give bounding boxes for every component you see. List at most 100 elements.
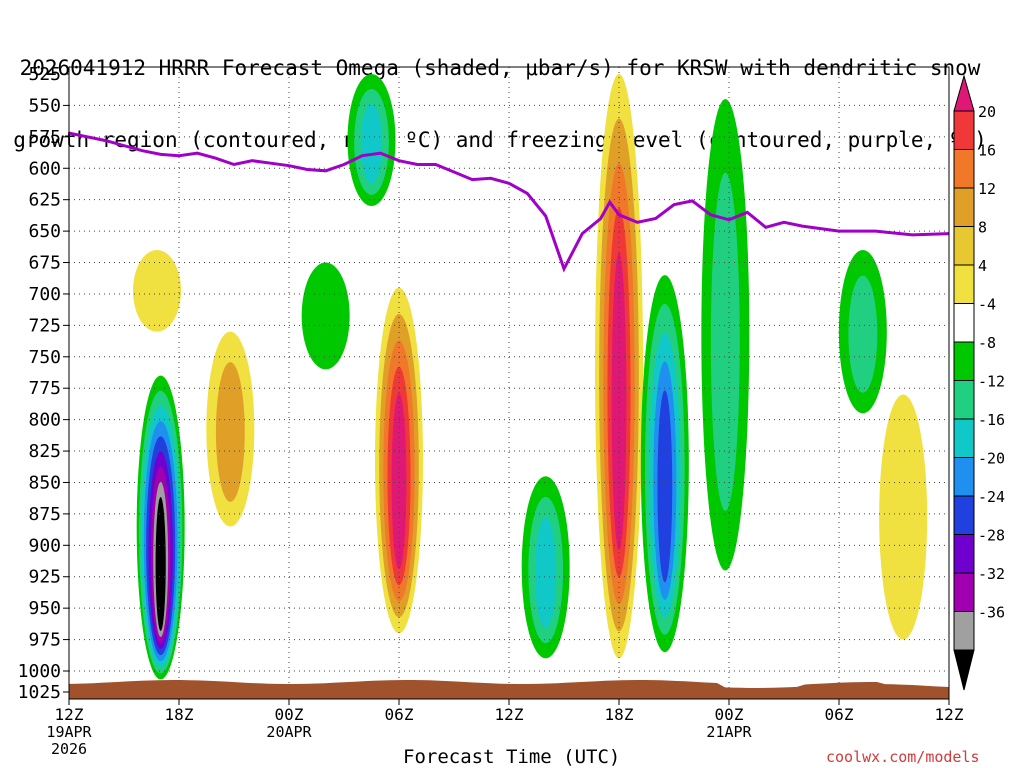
x-tick-label: 12Z	[495, 705, 524, 724]
omega-contour-level	[611, 252, 627, 551]
omega-feature	[701, 99, 750, 571]
x-tick-date: 21APR	[706, 723, 752, 741]
omega-contour-level	[133, 249, 181, 332]
omega-contour-level	[657, 390, 673, 583]
omega-feature	[206, 331, 255, 527]
omega-feature	[595, 74, 643, 659]
colorbar-label: -16	[978, 411, 1005, 429]
chart-title: 2026041912 HRRR Forecast Omega (shaded, …	[0, 8, 1000, 176]
x-tick-year: 2026	[51, 740, 87, 758]
y-tick-label: 675	[28, 253, 61, 274]
colorbar-box	[953, 380, 975, 420]
terrain	[69, 680, 949, 699]
y-tick-label: 525	[28, 64, 61, 85]
x-tick-label: 18Z	[605, 705, 634, 724]
terrain-fill	[69, 680, 949, 699]
colorbar-label: -32	[978, 565, 1005, 583]
x-tick-label: 00Z	[275, 705, 304, 724]
y-tick-label: 600	[28, 158, 61, 179]
colorbar-box	[953, 418, 975, 458]
y-tick-label: 550	[28, 95, 61, 116]
x-tick-label: 12Z	[935, 705, 964, 724]
omega-contour-level	[301, 262, 350, 370]
omega-feature	[375, 287, 423, 634]
x-tick-date: 19APR	[46, 723, 92, 741]
colorbar-label: 16	[978, 142, 996, 160]
x-tick-label: 06Z	[385, 705, 414, 724]
colorbar-label: 12	[978, 180, 996, 198]
colorbar-box	[953, 611, 975, 651]
y-tick-label: 725	[28, 315, 61, 336]
omega-contour-level	[391, 393, 407, 570]
colorbar-label: -24	[978, 488, 1005, 506]
omega-feature	[879, 394, 928, 640]
omega-contour-level	[710, 172, 740, 511]
omega-feature	[136, 375, 185, 680]
y-tick-label: 775	[28, 378, 61, 399]
omega-contour-level	[155, 497, 166, 631]
colorbar-box	[953, 264, 975, 304]
credit-text: coolwx.com/models	[826, 748, 980, 766]
y-tick-label: 750	[28, 347, 61, 368]
omega-feature	[521, 476, 570, 659]
y-tick-label: 575	[28, 127, 61, 148]
chart-title-line1: 2026041912 HRRR Forecast Omega (shaded, …	[19, 56, 981, 80]
y-tick-label: 625	[28, 190, 61, 211]
x-tick-label: 00Z	[715, 705, 744, 724]
grid-lines	[69, 67, 949, 699]
colorbar-box	[953, 149, 975, 189]
colorbar-label: -4	[978, 296, 996, 314]
x-axis-label: Forecast Time (UTC)	[403, 746, 621, 768]
y-tick-label: 975	[28, 630, 61, 651]
omega-feature	[838, 249, 887, 414]
colorbar-label: -8	[978, 334, 996, 352]
colorbar-label: -20	[978, 450, 1005, 468]
colorbar-box	[953, 187, 975, 227]
colorbar-box	[953, 495, 975, 535]
y-tick-label: 650	[28, 221, 61, 242]
omega-shading	[133, 74, 928, 680]
colorbar-box	[953, 303, 975, 343]
colorbar-label: 8	[978, 219, 987, 237]
x-tick-label: 06Z	[825, 705, 854, 724]
colorbar-box	[953, 457, 975, 497]
colorbar: 20 16 12 8 4 -4 -8 -12 -16 -20 -24 -28 -32 -36	[953, 74, 1005, 691]
colorbar-label: -28	[978, 527, 1005, 545]
freezing-level-contour	[69, 131, 949, 273]
x-tick-label: 18Z	[165, 705, 194, 724]
y-tick-label: 800	[28, 410, 61, 431]
omega-contour-level	[848, 275, 878, 393]
colorbar-box	[953, 572, 975, 612]
colorbar-top-arrow	[953, 74, 975, 112]
y-tick-label: 925	[28, 567, 61, 588]
y-axis: 525 550 575 600 625 650 675 700 725 750 775 800 825 8…	[18, 64, 69, 703]
y-tick-label: 1025	[18, 682, 61, 703]
omega-feature	[640, 275, 689, 653]
omega-contour-level	[535, 517, 557, 629]
omega-contour-level	[215, 362, 245, 502]
freezing-level-line	[69, 131, 949, 273]
omega-contour-level	[360, 103, 383, 184]
y-tick-label: 875	[28, 504, 61, 525]
colorbar-box	[953, 110, 975, 150]
colorbar-bottom-arrow	[953, 649, 975, 691]
y-tick-label: 850	[28, 472, 61, 493]
colorbar-box	[953, 341, 975, 381]
colorbar-box	[953, 226, 975, 266]
colorbar-label: 20	[978, 103, 996, 121]
y-tick-label: 900	[28, 535, 61, 556]
colorbar-box	[953, 534, 975, 574]
colorbar-label: 4	[978, 257, 987, 275]
omega-feature	[347, 74, 396, 206]
colorbar-label: -12	[978, 373, 1005, 391]
y-tick-label: 700	[28, 284, 61, 305]
x-tick-label: 12Z	[55, 705, 84, 724]
omega-feature	[133, 249, 181, 332]
y-tick-label: 950	[28, 598, 61, 619]
x-tick-date: 20APR	[266, 723, 312, 741]
y-tick-label: 825	[28, 441, 61, 462]
omega-feature	[301, 262, 350, 370]
colorbar-label: -36	[978, 604, 1005, 622]
